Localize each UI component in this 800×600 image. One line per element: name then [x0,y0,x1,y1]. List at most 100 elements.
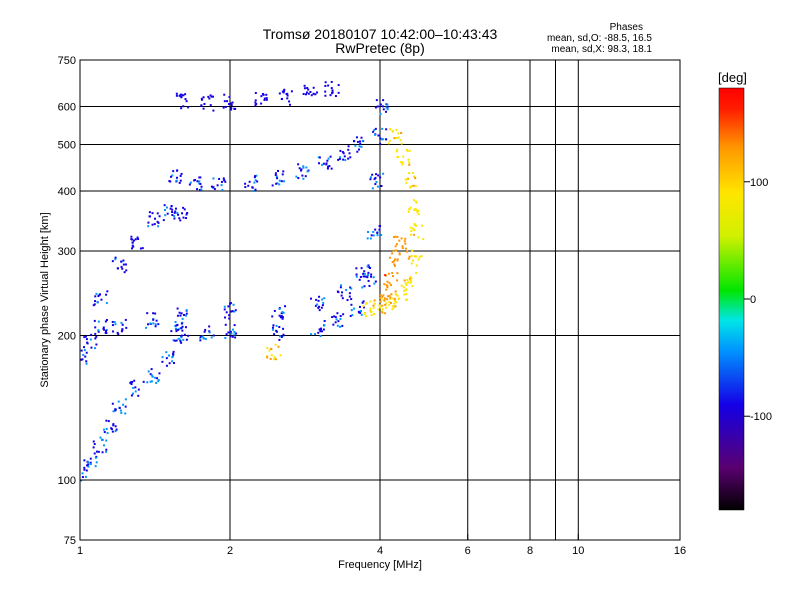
data-point [104,320,107,323]
data-point [162,219,165,222]
data-point [83,346,86,349]
data-point [340,294,343,297]
data-point [394,235,397,238]
data-point [228,314,231,317]
y-tick-label: 500 [58,140,76,152]
data-point [203,102,206,105]
data-point [408,255,411,258]
data-point [381,127,384,130]
data-point [102,326,105,329]
data-point [94,456,97,459]
data-point [153,223,156,226]
data-point [414,185,417,188]
data-point [254,188,257,191]
data-point [172,350,175,353]
data-point [358,140,361,143]
data-point [124,412,127,415]
data-point [358,148,361,151]
data-point [118,406,121,409]
data-point [182,338,185,341]
data-point [391,252,394,255]
data-point [256,180,259,183]
data-point [223,305,226,308]
data-point [196,188,199,191]
data-point [336,290,339,293]
data-point [400,237,403,240]
data-point [234,309,237,312]
data-point [185,309,188,312]
data-point [122,263,125,266]
data-point [362,272,365,275]
data-point [367,279,370,282]
data-point [152,318,155,321]
data-point [398,239,401,242]
y-tick-label: 750 [58,55,76,67]
data-point [185,100,188,103]
data-point [412,184,415,187]
data-point [208,325,211,328]
data-point [288,100,291,103]
data-point [331,91,334,94]
data-point [278,183,281,186]
data-point [218,177,221,180]
data-point [421,224,424,227]
data-point [384,303,387,306]
data-point [212,186,215,189]
data-point [270,354,273,357]
data-point [346,299,349,302]
data-point [85,362,88,365]
data-point [93,303,96,306]
y-tick-label: 100 [58,475,76,487]
data-points [80,80,425,482]
data-point [413,223,416,226]
data-point [130,235,133,238]
data-point [410,185,413,188]
data-point [321,298,324,301]
data-point [97,294,100,297]
data-point [378,297,381,300]
data-point [184,314,187,317]
data-point [376,185,379,188]
data-point [84,475,87,478]
data-point [383,299,386,302]
data-point [372,130,375,133]
data-point [184,93,187,96]
data-point [326,159,329,162]
data-point [165,351,168,354]
data-point [330,87,333,90]
data-point [381,308,384,311]
data-point [134,390,137,393]
data-point [149,380,152,383]
data-point [116,331,119,334]
data-point [342,152,345,155]
data-point [339,325,342,328]
data-point [112,330,115,333]
data-point [228,103,231,106]
phases-o-stats: mean, sd,O: -88.5, 16.5 [546,33,652,44]
data-point [401,245,404,248]
data-point [178,94,181,97]
data-point [151,375,154,378]
data-point [355,275,358,278]
data-point [150,374,153,377]
data-point [318,328,321,331]
data-point [369,267,372,270]
data-point [171,211,174,214]
data-point [366,237,369,240]
data-point [302,166,305,169]
data-point [254,179,257,182]
data-point [212,334,215,337]
data-point [278,326,281,329]
data-point [232,303,235,306]
data-point [96,301,99,304]
data-point [410,277,413,280]
data-point [422,238,425,241]
data-point [330,167,333,170]
data-point [295,175,298,178]
data-point [317,299,320,302]
data-point [379,225,382,228]
data-point [170,205,173,208]
data-point [316,303,319,306]
data-point [114,258,117,261]
